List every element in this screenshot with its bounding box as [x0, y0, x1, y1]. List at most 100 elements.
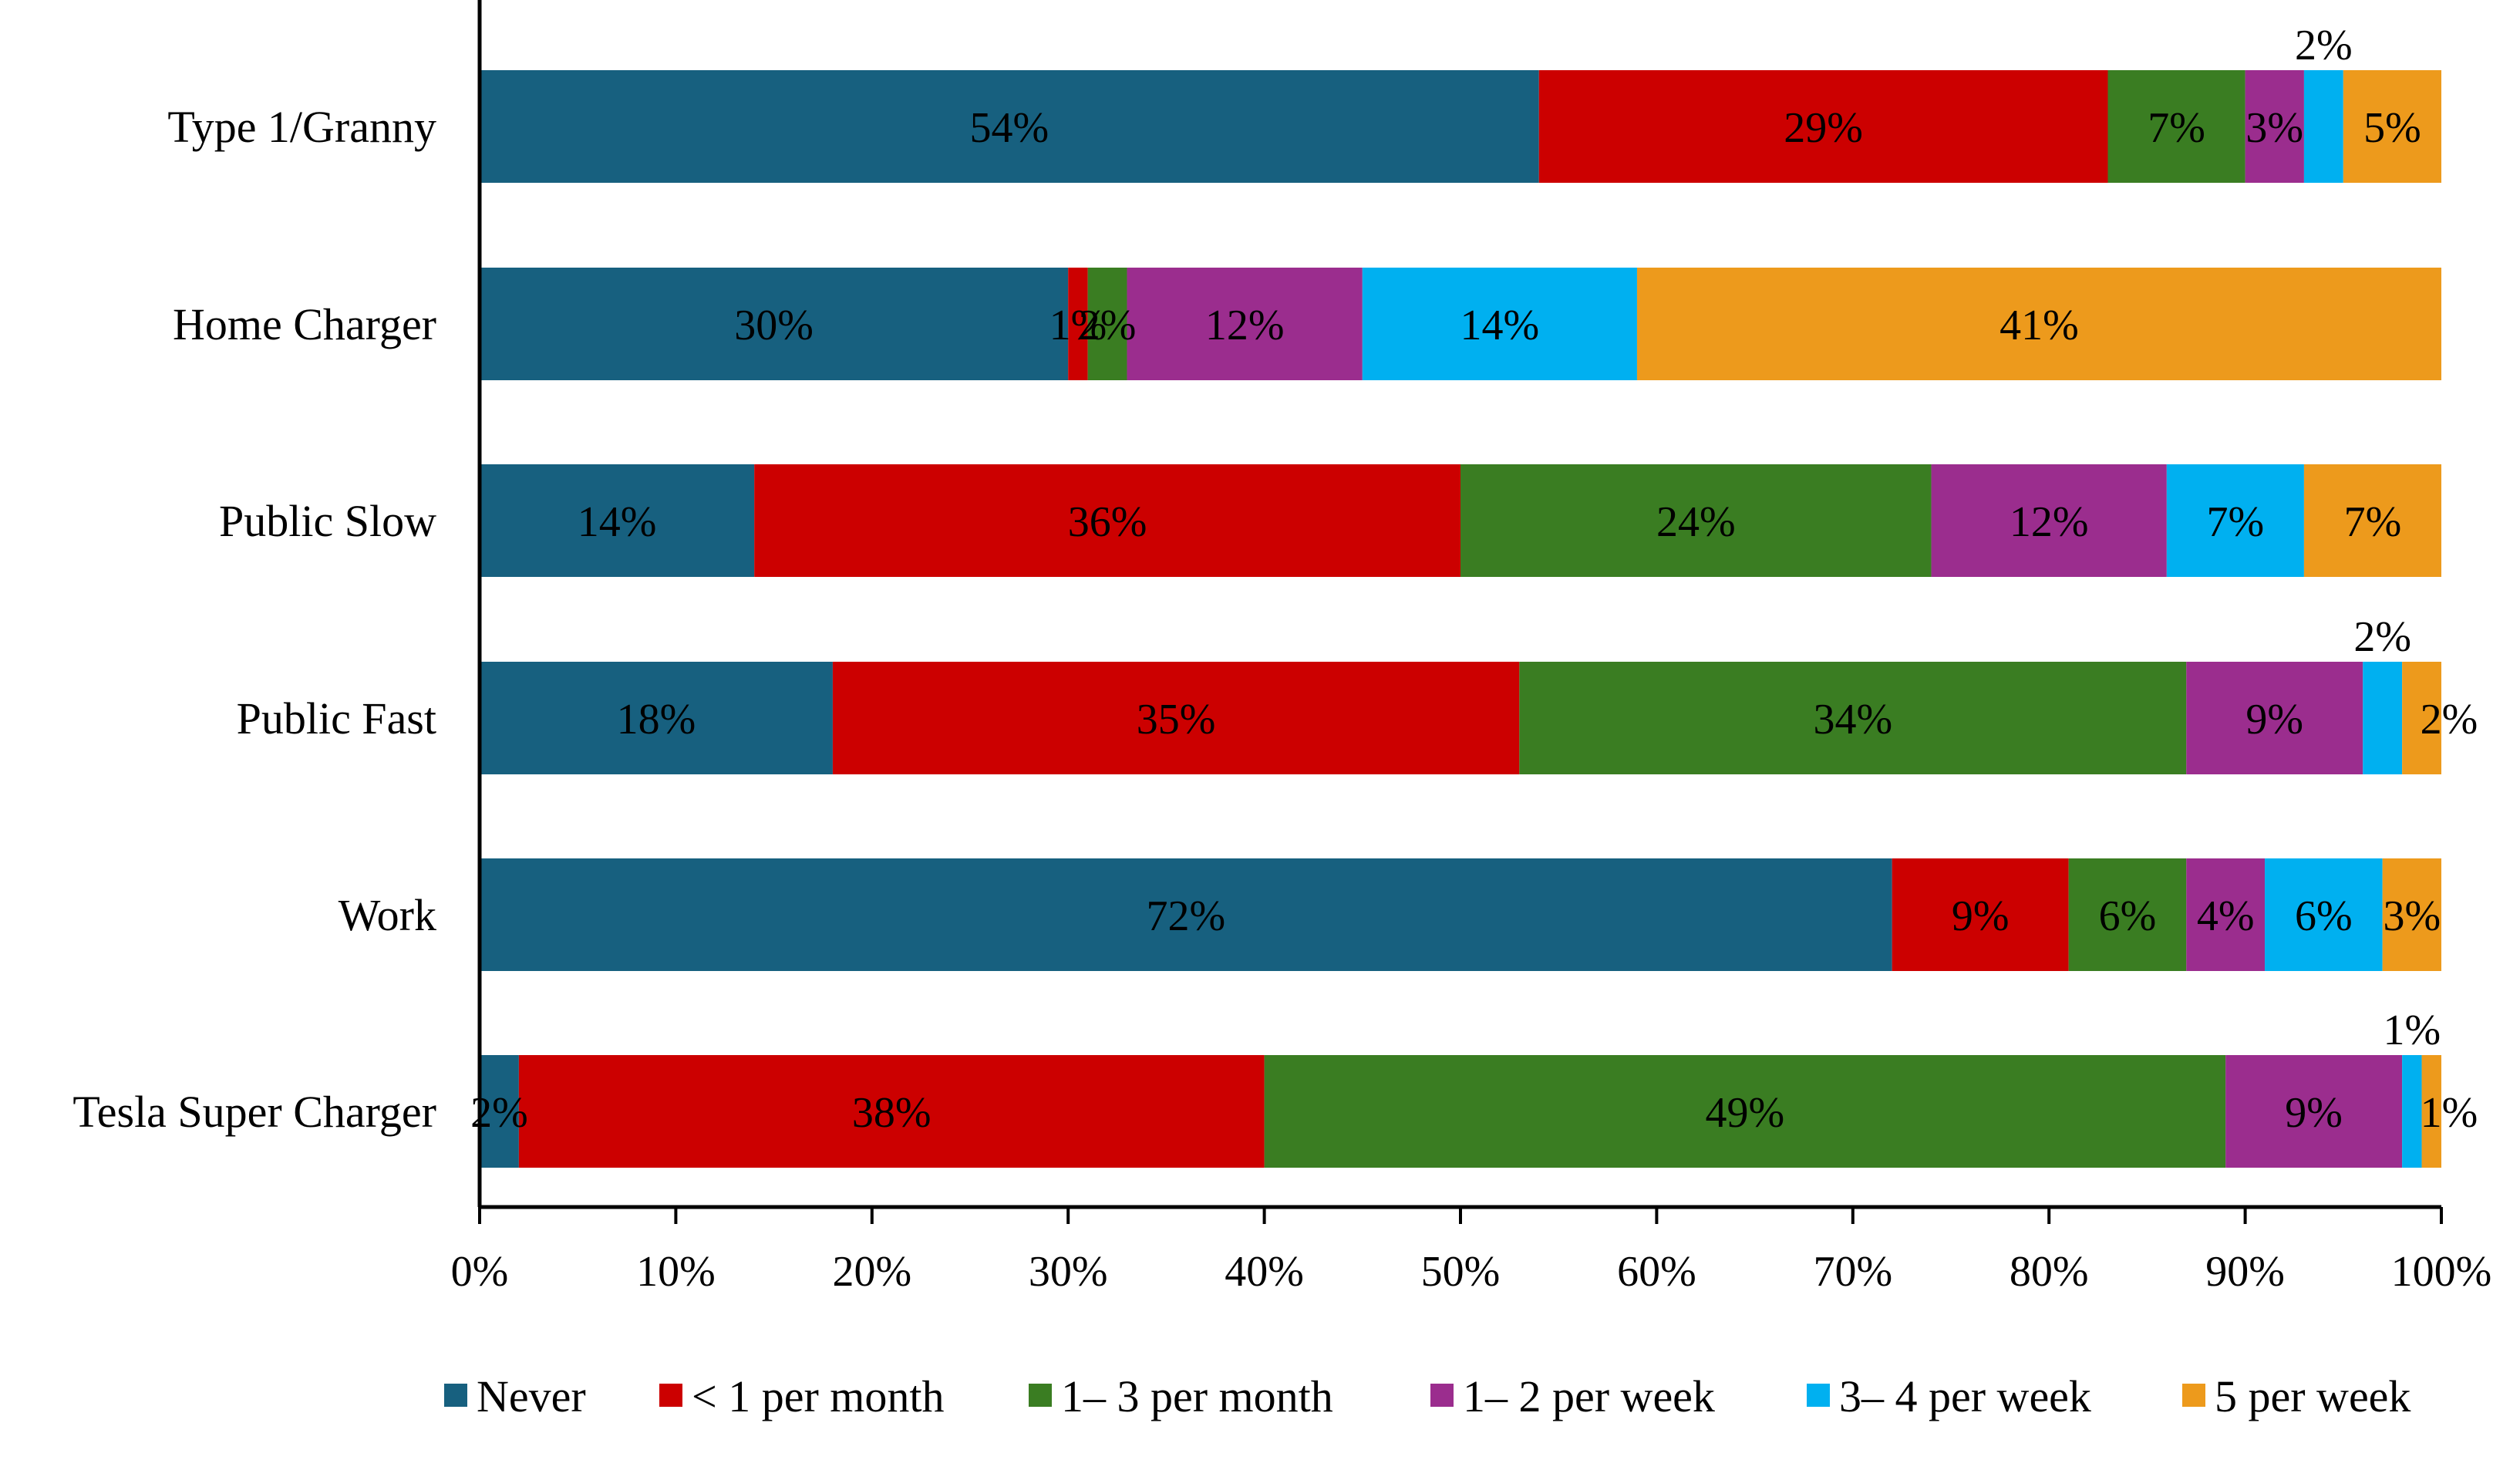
- data-label-public-slow-5-per-week: 7%: [2344, 498, 2402, 546]
- bar-tesla-super-charger-5-per-week: [2421, 1055, 2441, 1168]
- bar-public-fast-never: [480, 662, 833, 774]
- legend-swatch-1-2-per-week: [1430, 1384, 1454, 1407]
- bar-type-1-granny-3-4-per-week: [2303, 70, 2343, 183]
- legend-swatch-3-4-per-week: [1807, 1384, 1830, 1407]
- legend: Never < 1 per month 1– 3 per month 1– 2 per…: [444, 1371, 2411, 1421]
- bar-work-never: [480, 858, 1892, 971]
- bar-type-1-granny-1-2-per-week: [2245, 70, 2304, 183]
- bar-public-fast-1-3-per-month: [1519, 662, 2187, 774]
- bar-public-slow-3-4-per-week: [2166, 464, 2304, 577]
- data-label-public-fast-never: 18%: [617, 696, 696, 743]
- bar-tesla-super-charger-never: [480, 1055, 519, 1168]
- bar-work-1-per-month: [1892, 858, 2069, 971]
- x-tick-label-1: 10%: [636, 1248, 716, 1296]
- bar-home-charger-1-2-per-week: [1127, 268, 1363, 380]
- bars-group: [480, 70, 2441, 1168]
- category-label-tesla-super-charger: Tesla Super Charger: [72, 1087, 436, 1137]
- bar-home-charger-1-per-month: [1068, 268, 1088, 380]
- data-label-work-3-4-per-week: 6%: [2295, 892, 2353, 940]
- data-label-public-slow-1-3-per-month: 24%: [1656, 498, 1736, 546]
- bar-home-charger-never: [480, 268, 1069, 380]
- data-label-tesla-super-charger-5-per-week: 1%: [2421, 1089, 2478, 1137]
- data-label-public-fast-1-per-month: 35%: [1137, 696, 1216, 743]
- data-label-work-5-per-week: 3%: [2384, 892, 2441, 940]
- bar-work-5-per-week: [2382, 858, 2441, 971]
- legend-swatch-never: [444, 1384, 467, 1407]
- bar-public-slow-never: [480, 464, 755, 577]
- legend-swatch-1-3-per-month: [1029, 1384, 1052, 1407]
- bar-work-1-2-per-week: [2186, 858, 2266, 971]
- x-tick-label-5: 50%: [1421, 1248, 1501, 1296]
- data-label-home-charger-1-per-month: 1%: [1049, 302, 1107, 349]
- x-tick-label-8: 80%: [2010, 1248, 2089, 1296]
- bar-public-slow-5-per-week: [2303, 464, 2441, 577]
- bar-home-charger-1-3-per-month: [1087, 268, 1127, 380]
- data-label-type-1-granny-1-per-month: 29%: [1784, 104, 1863, 152]
- x-tick-label-7: 70%: [1813, 1248, 1892, 1296]
- bar-tesla-super-charger-1-per-month: [518, 1055, 1265, 1168]
- data-label-home-charger-5-per-week: 41%: [1999, 302, 2079, 349]
- legend-label-never: Never: [477, 1371, 586, 1421]
- legend-label-1-2-per-week: 1– 2 per week: [1463, 1371, 1715, 1421]
- category-label-type-1-granny: Type 1/Granny: [167, 102, 436, 152]
- bar-type-1-granny-1-3-per-month: [2107, 70, 2245, 183]
- bar-public-fast-1-per-month: [832, 662, 1520, 774]
- bar-type-1-granny-5-per-week: [2343, 70, 2441, 183]
- data-label-public-fast-1-3-per-month: 34%: [1813, 696, 1892, 743]
- x-tick-label-3: 30%: [1029, 1248, 1108, 1296]
- data-label-public-fast-5-per-week: 2%: [2421, 696, 2478, 743]
- category-labels-group: Type 1/Granny Home Charger Public Slow Publ…: [72, 102, 436, 1137]
- data-label-work-1-per-month: 9%: [1952, 892, 2010, 940]
- legend-label-1-per-month: < 1 per month: [692, 1371, 945, 1421]
- data-label-public-slow-never: 14%: [578, 498, 657, 546]
- data-label-work-never: 72%: [1147, 892, 1226, 940]
- data-label-type-1-granny-3-4-per-week: 2%: [2295, 22, 2353, 69]
- data-label-public-slow-3-4-per-week: 7%: [2207, 498, 2265, 546]
- x-tick-label-0: 0%: [451, 1248, 509, 1296]
- bar-tesla-super-charger-1-2-per-week: [2225, 1055, 2403, 1168]
- bar-public-slow-1-3-per-month: [1460, 464, 1932, 577]
- bar-tesla-super-charger-3-4-per-week: [2402, 1055, 2422, 1168]
- bar-public-fast-5-per-week: [2402, 662, 2441, 774]
- bar-home-charger-3-4-per-week: [1362, 268, 1637, 380]
- x-tick-label-10: 100%: [2391, 1248, 2492, 1296]
- category-label-home-charger: Home Charger: [173, 299, 436, 349]
- bar-work-1-3-per-month: [2068, 858, 2187, 971]
- bar-public-fast-1-2-per-week: [2186, 662, 2363, 774]
- data-label-type-1-granny-1-2-per-week: 3%: [2245, 104, 2303, 152]
- data-label-type-1-granny-1-3-per-month: 7%: [2148, 104, 2205, 152]
- data-label-public-slow-1-per-month: 36%: [1068, 498, 1147, 546]
- data-label-public-fast-3-4-per-week: 2%: [2353, 613, 2411, 661]
- data-label-home-charger-1-2-per-week: 12%: [1205, 302, 1285, 349]
- data-label-tesla-super-charger-1-per-month: 38%: [852, 1089, 932, 1137]
- x-tick-label-2: 20%: [832, 1248, 911, 1296]
- legend-swatch-1-per-month: [659, 1384, 682, 1407]
- data-label-work-1-2-per-week: 4%: [2197, 892, 2255, 940]
- data-label-tesla-super-charger-3-4-per-week: 1%: [2384, 1006, 2441, 1054]
- legend-label-3-4-per-week: 3– 4 per week: [1839, 1371, 2091, 1421]
- bar-tesla-super-charger-1-3-per-month: [1264, 1055, 2226, 1168]
- data-label-home-charger-never: 30%: [734, 302, 814, 349]
- bar-work-3-4-per-week: [2265, 858, 2383, 971]
- bar-public-slow-1-per-month: [754, 464, 1460, 577]
- bar-public-fast-3-4-per-week: [2363, 662, 2403, 774]
- data-label-tesla-super-charger-1-3-per-month: 49%: [1706, 1089, 1785, 1137]
- legend-swatch-5-per-week: [2182, 1384, 2205, 1407]
- category-label-work: Work: [339, 890, 436, 940]
- x-tick-label-4: 40%: [1225, 1248, 1304, 1296]
- data-label-work-1-3-per-month: 6%: [2099, 892, 2157, 940]
- category-label-public-fast: Public Fast: [237, 693, 436, 743]
- legend-label-1-3-per-month: 1– 3 per month: [1061, 1371, 1333, 1421]
- category-label-public-slow: Public Slow: [219, 496, 436, 546]
- bar-type-1-granny-1-per-month: [1538, 70, 2108, 183]
- bar-type-1-granny-never: [480, 70, 1539, 183]
- x-tick-label-9: 90%: [2205, 1248, 2285, 1296]
- data-label-public-slow-1-2-per-week: 12%: [2010, 498, 2089, 546]
- bar-public-slow-1-2-per-week: [1931, 464, 2167, 577]
- x-axis: 0% 10% 20% 30% 40% 50% 60% 70% 80% 90% 100%: [451, 0, 2492, 1296]
- data-label-home-charger-1-3-per-month: 2%: [1079, 302, 1137, 349]
- data-label-type-1-granny-5-per-week: 5%: [2363, 104, 2421, 152]
- bar-home-charger-5-per-week: [1636, 268, 2441, 380]
- data-label-tesla-super-charger-1-2-per-week: 9%: [2285, 1089, 2343, 1137]
